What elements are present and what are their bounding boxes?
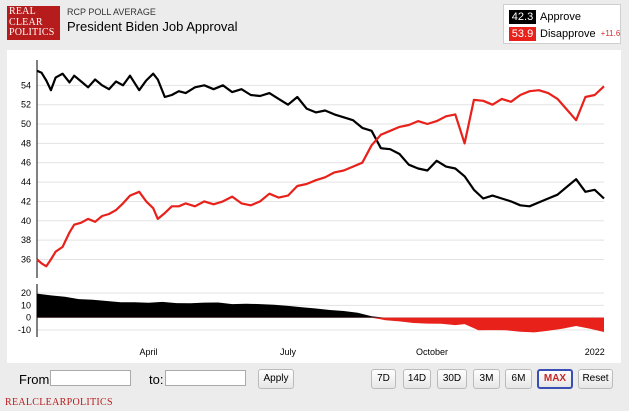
approve-label: Approve (540, 10, 581, 23)
y-tick-label: 0 (26, 313, 31, 323)
chart-title: President Biden Job Approval (67, 19, 238, 34)
range-controls: From: to: Apply 7D 14D 30D 3M 6M MAX Res… (0, 366, 629, 394)
x-tick-label: April (140, 347, 158, 357)
footer-brand: REALCLEARPOLITICS (5, 397, 113, 408)
y-tick-label: 38 (21, 235, 31, 245)
y-tick-label: 40 (21, 216, 31, 226)
chart-svg: 36 38 40 42 44 46 48 50 52 54 -10 0 10 20 April July Oct… (18, 60, 605, 357)
y-tick-label: 10 (21, 300, 31, 310)
to-date-input[interactable] (165, 370, 246, 386)
approve-line (36, 69, 605, 208)
reset-button[interactable]: Reset (578, 369, 613, 389)
disapprove-value: 53.9 (509, 26, 536, 41)
y-tick-label: 54 (21, 80, 31, 90)
source-label: RCP POLL AVERAGE (67, 7, 156, 17)
disapprove-label: Disapprove (540, 27, 596, 40)
y-tick-label: 48 (21, 138, 31, 148)
from-date-input[interactable] (50, 370, 131, 386)
x-tick-label: July (280, 347, 297, 357)
disapprove-line (36, 85, 605, 268)
apply-button[interactable]: Apply (258, 369, 294, 389)
y-tick-label: 46 (21, 158, 31, 168)
legend-disapprove: 53.9 Disapprove +11.6 (509, 26, 620, 41)
range-30d-button[interactable]: 30D (437, 369, 467, 389)
range-14d-button[interactable]: 14D (403, 369, 431, 389)
range-7d-button[interactable]: 7D (371, 369, 396, 389)
to-label: to: (149, 372, 164, 387)
y-tick-label: 20 (21, 288, 31, 298)
plot-area: 36 38 40 42 44 46 48 50 52 54 -10 0 10 20 April July Oct… (7, 50, 621, 363)
y-tick-label: 44 (21, 177, 31, 187)
legend-approve: 42.3 Approve (509, 9, 581, 24)
y-tick-label: 52 (21, 100, 31, 110)
x-tick-label: 2022 (585, 347, 605, 357)
approve-value: 42.3 (509, 9, 536, 24)
y-tick-label: -10 (18, 325, 31, 335)
spread-negative-area (37, 317, 604, 333)
spread-value: +11.6 (600, 29, 621, 38)
range-3m-button[interactable]: 3M (473, 369, 500, 389)
x-tick-label: October (416, 347, 448, 357)
range-max-button[interactable]: MAX (537, 369, 573, 389)
y-tick-label: 42 (21, 196, 31, 206)
from-label: From: (19, 372, 53, 387)
range-6m-button[interactable]: 6M (505, 369, 532, 389)
y-tick-label: 36 (21, 254, 31, 264)
spread-positive-area (37, 293, 604, 318)
legend: 42.3 Approve 53.9 Disapprove +11.6 (503, 4, 621, 44)
y-tick-label: 50 (21, 119, 31, 129)
rcp-logo: REAL CLEAR POLITICS (7, 6, 60, 40)
